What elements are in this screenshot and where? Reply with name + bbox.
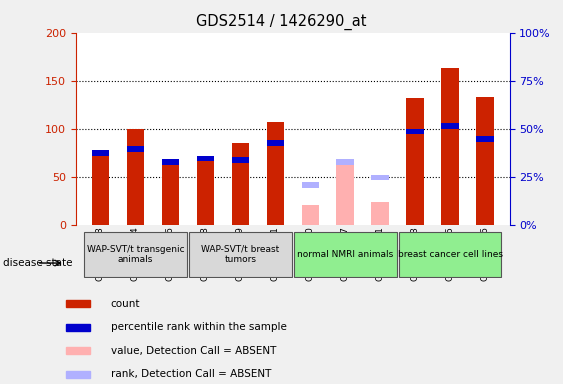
Text: percentile rank within the sample: percentile rank within the sample xyxy=(111,322,287,332)
Bar xyxy=(196,156,214,225)
Text: count: count xyxy=(111,299,140,309)
Bar xyxy=(196,156,214,161)
Bar xyxy=(441,68,459,225)
Bar xyxy=(66,347,91,354)
Bar xyxy=(92,155,109,225)
Bar xyxy=(127,146,144,152)
Text: WAP-SVT/t transgenic
animals: WAP-SVT/t transgenic animals xyxy=(87,245,184,264)
Bar xyxy=(302,205,319,225)
Bar xyxy=(127,129,144,225)
FancyBboxPatch shape xyxy=(294,232,396,277)
Bar xyxy=(302,182,319,188)
Bar xyxy=(406,129,424,134)
Text: breast cancer cell lines: breast cancer cell lines xyxy=(397,250,503,259)
Bar xyxy=(66,300,91,307)
Bar xyxy=(162,159,179,165)
Text: rank, Detection Call = ABSENT: rank, Detection Call = ABSENT xyxy=(111,369,271,379)
Bar xyxy=(66,371,91,377)
Text: WAP-SVT/t breast
tumors: WAP-SVT/t breast tumors xyxy=(201,245,279,264)
Bar xyxy=(162,161,179,225)
Bar xyxy=(231,157,249,163)
Bar xyxy=(406,98,424,225)
Bar xyxy=(372,175,389,180)
Bar xyxy=(231,143,249,225)
Bar xyxy=(66,324,91,331)
Bar xyxy=(337,164,354,225)
Text: GDS2514 / 1426290_at: GDS2514 / 1426290_at xyxy=(196,13,367,30)
FancyBboxPatch shape xyxy=(84,232,187,277)
Bar xyxy=(337,159,354,165)
Bar xyxy=(476,97,494,225)
Bar xyxy=(266,140,284,146)
Text: value, Detection Call = ABSENT: value, Detection Call = ABSENT xyxy=(111,346,276,356)
FancyBboxPatch shape xyxy=(399,232,502,277)
Bar xyxy=(372,202,389,225)
Bar xyxy=(92,150,109,156)
Bar xyxy=(441,123,459,129)
Bar xyxy=(476,136,494,142)
Bar xyxy=(266,122,284,225)
Text: disease state: disease state xyxy=(3,258,72,268)
Text: normal NMRI animals: normal NMRI animals xyxy=(297,250,394,259)
FancyBboxPatch shape xyxy=(189,232,292,277)
